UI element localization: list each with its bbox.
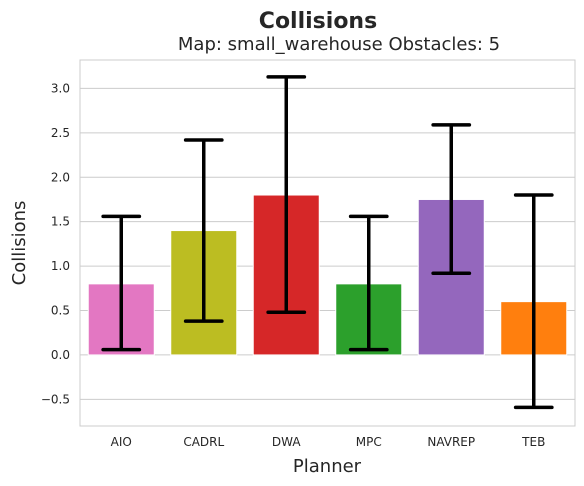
- plot-area: −0.5 0.0 0.5 1.0 1.5 2.0 2.5 3.0 AIO CADRL DWA MPC N…: [41, 59, 576, 449]
- plot-frame: [79, 59, 576, 427]
- chart-subtitle: Map: small_warehouse Obstacles: 5: [178, 34, 500, 55]
- y-tick-label: −0.5: [41, 392, 70, 406]
- y-tick-label: 3.0: [51, 81, 70, 95]
- x-tick-label: AIO: [111, 435, 132, 449]
- chart-title: Collisions: [259, 9, 377, 34]
- y-tick-label: 1.0: [51, 259, 70, 273]
- x-tick-label: NAVREP: [427, 435, 475, 449]
- plot-background: [80, 60, 575, 426]
- y-tick-label: 1.5: [51, 215, 70, 229]
- x-tick-label: DWA: [272, 435, 301, 449]
- x-tick-label: MPC: [356, 435, 382, 449]
- x-tick-label: CADRL: [183, 435, 224, 449]
- y-tick-label: 2.5: [51, 126, 70, 140]
- y-tick-label: 0.5: [51, 304, 70, 318]
- x-tick-label: TEB: [521, 435, 545, 449]
- x-axis-label: Planner: [293, 456, 362, 477]
- y-tick-label: 2.0: [51, 170, 70, 184]
- y-axis-label: Collisions: [9, 201, 30, 286]
- y-tick-label: 0.0: [51, 348, 70, 362]
